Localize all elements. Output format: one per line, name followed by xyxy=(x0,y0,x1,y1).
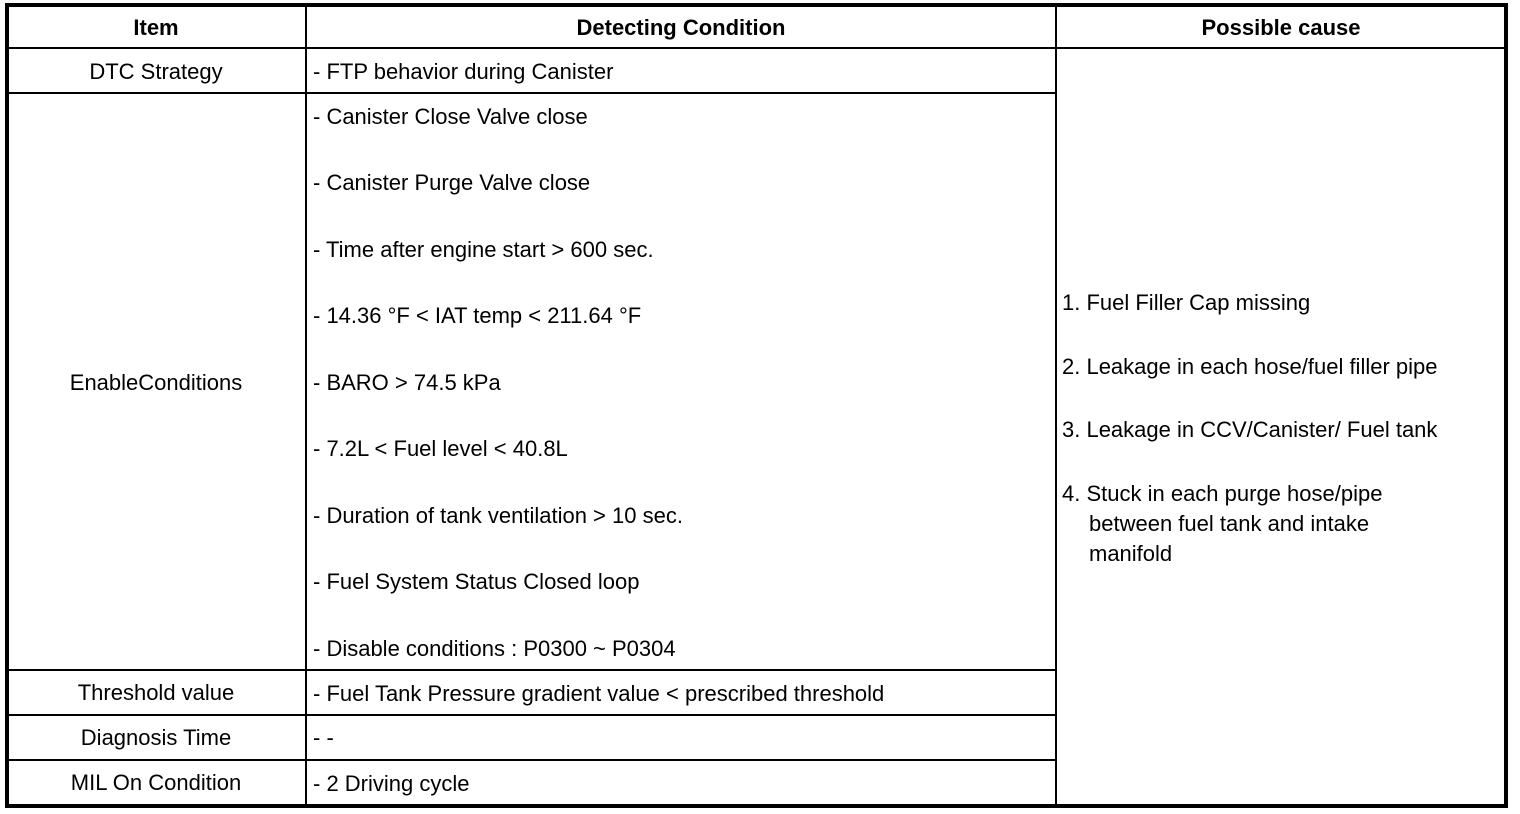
column-divider xyxy=(1055,5,1057,804)
enable-condition: - Disable conditions : P0300 ~ P0304 xyxy=(313,636,676,661)
item-threshold-value: Threshold value xyxy=(77,680,235,705)
enable-condition: - Duration of tank ventilation > 10 sec. xyxy=(313,503,683,528)
row-divider xyxy=(7,759,1056,761)
item-diagnosis-time: Diagnosis Time xyxy=(80,725,232,750)
possible-cause: 2. Leakage in each hose/fuel filler pipe xyxy=(1062,354,1438,379)
header-cause: Possible cause xyxy=(1201,15,1361,40)
possible-cause-continued: between fuel tank and intake xyxy=(1089,511,1370,536)
possible-cause-continued: manifold xyxy=(1089,541,1173,566)
row-divider xyxy=(7,92,1056,94)
enable-condition: - Time after engine start > 600 sec. xyxy=(313,237,654,262)
possible-cause: 4. Stuck in each purge hose/pipe xyxy=(1062,481,1383,506)
enable-condition: - BARO > 74.5 kPa xyxy=(313,370,501,395)
condition-diagnosis-time: - - xyxy=(313,725,334,750)
row-divider xyxy=(7,714,1056,716)
possible-cause: 1. Fuel Filler Cap missing xyxy=(1062,290,1311,315)
enable-condition: - Fuel System Status Closed loop xyxy=(313,569,640,594)
condition-mil-on-condition: - 2 Driving cycle xyxy=(313,771,470,796)
row-divider xyxy=(7,669,1056,671)
item-enable-conditions: EnableConditions xyxy=(69,370,243,395)
column-divider xyxy=(305,5,307,804)
item-mil-on-condition: MIL On Condition xyxy=(70,770,242,795)
header-item: Item xyxy=(133,15,179,40)
item-dtc-strategy: DTC Strategy xyxy=(89,59,223,84)
header-condition: Detecting Condition xyxy=(576,15,786,40)
table-frame xyxy=(5,3,1508,808)
enable-condition: - Canister Purge Valve close xyxy=(313,170,591,195)
enable-condition: - Canister Close Valve close xyxy=(313,104,588,129)
enable-condition: - 14.36 °F < IAT temp < 211.64 °F xyxy=(313,303,642,328)
enable-condition: - 7.2L < Fuel level < 40.8L xyxy=(313,436,568,461)
row-divider xyxy=(7,47,1506,49)
condition-dtc-strategy: - FTP behavior during Canister xyxy=(313,59,614,84)
possible-cause: 3. Leakage in CCV/Canister/ Fuel tank xyxy=(1062,417,1438,442)
condition-threshold-value: - Fuel Tank Pressure gradient value < pr… xyxy=(313,681,885,706)
